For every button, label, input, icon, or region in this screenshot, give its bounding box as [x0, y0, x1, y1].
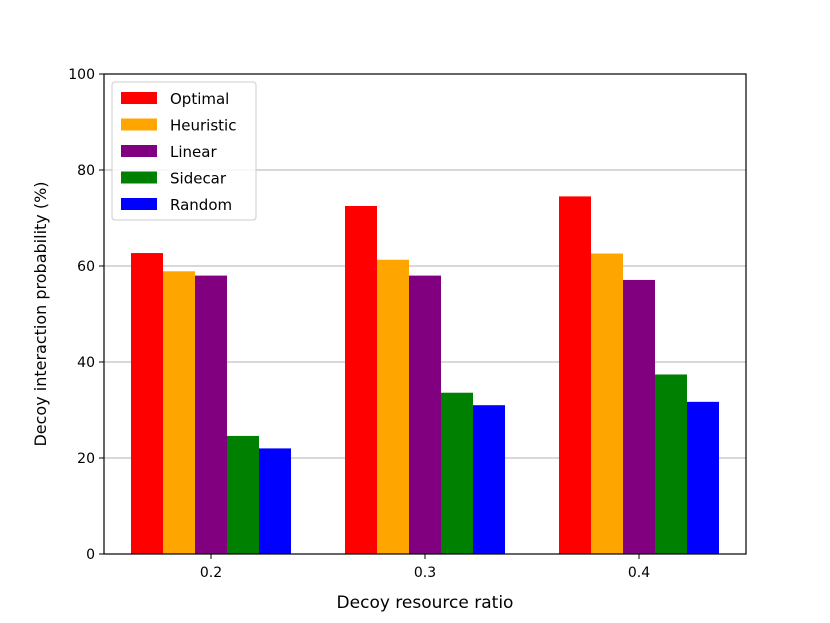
- bar-heuristic-0.3: [377, 259, 409, 554]
- bar-random-0.3: [473, 405, 505, 554]
- x-axis-ticks: 0.2 0.3 0.4: [200, 554, 650, 581]
- ytick-label-0: 0: [86, 547, 95, 563]
- bar-heuristic-0.4: [591, 253, 623, 554]
- bar-linear-0.3: [409, 275, 441, 554]
- ytick-label-60: 60: [77, 259, 95, 275]
- legend-swatch-optimal: [121, 92, 157, 104]
- bar-random-0.4: [687, 401, 719, 554]
- xtick-label-0.4: 0.4: [628, 565, 650, 581]
- bar-optimal-0.3: [345, 206, 377, 554]
- x-axis-label: Decoy resource ratio: [337, 593, 514, 613]
- bar-optimal-0.4: [559, 196, 591, 554]
- bar-sidecar-0.2: [227, 435, 259, 554]
- legend-label-random: Random: [170, 196, 232, 214]
- ytick-label-40: 40: [77, 355, 95, 371]
- legend-label-sidecar: Sidecar: [170, 170, 227, 188]
- legend-swatch-random: [121, 198, 157, 210]
- bar-random-0.2: [259, 448, 291, 554]
- bar-sidecar-0.4: [655, 374, 687, 554]
- y-axis-ticks: 0 20 40 60 80 100: [68, 67, 104, 563]
- bar-linear-0.2: [195, 275, 227, 554]
- legend-swatch-linear: [121, 145, 157, 157]
- legend: Optimal Heuristic Linear Sidecar Random: [111, 81, 257, 221]
- legend-swatch-heuristic: [121, 118, 157, 131]
- legend-label-optimal: Optimal: [170, 90, 229, 108]
- ytick-label-20: 20: [77, 451, 95, 467]
- legend-label-linear: Linear: [170, 143, 217, 161]
- y-axis-label: Decoy interaction probability (%): [31, 181, 50, 446]
- bar-optimal-0.2: [131, 253, 163, 555]
- bar-linear-0.4: [623, 279, 655, 554]
- ytick-label-80: 80: [77, 163, 95, 179]
- legend-swatch-sidecar: [121, 171, 157, 184]
- ytick-label-100: 100: [68, 67, 95, 83]
- bar-sidecar-0.3: [441, 392, 473, 554]
- xtick-label-0.3: 0.3: [414, 565, 436, 581]
- xtick-label-0.2: 0.2: [200, 565, 222, 581]
- bars: [131, 196, 719, 555]
- legend-label-heuristic: Heuristic: [170, 117, 236, 135]
- bar-heuristic-0.2: [163, 271, 195, 554]
- legend-frame: [111, 81, 257, 221]
